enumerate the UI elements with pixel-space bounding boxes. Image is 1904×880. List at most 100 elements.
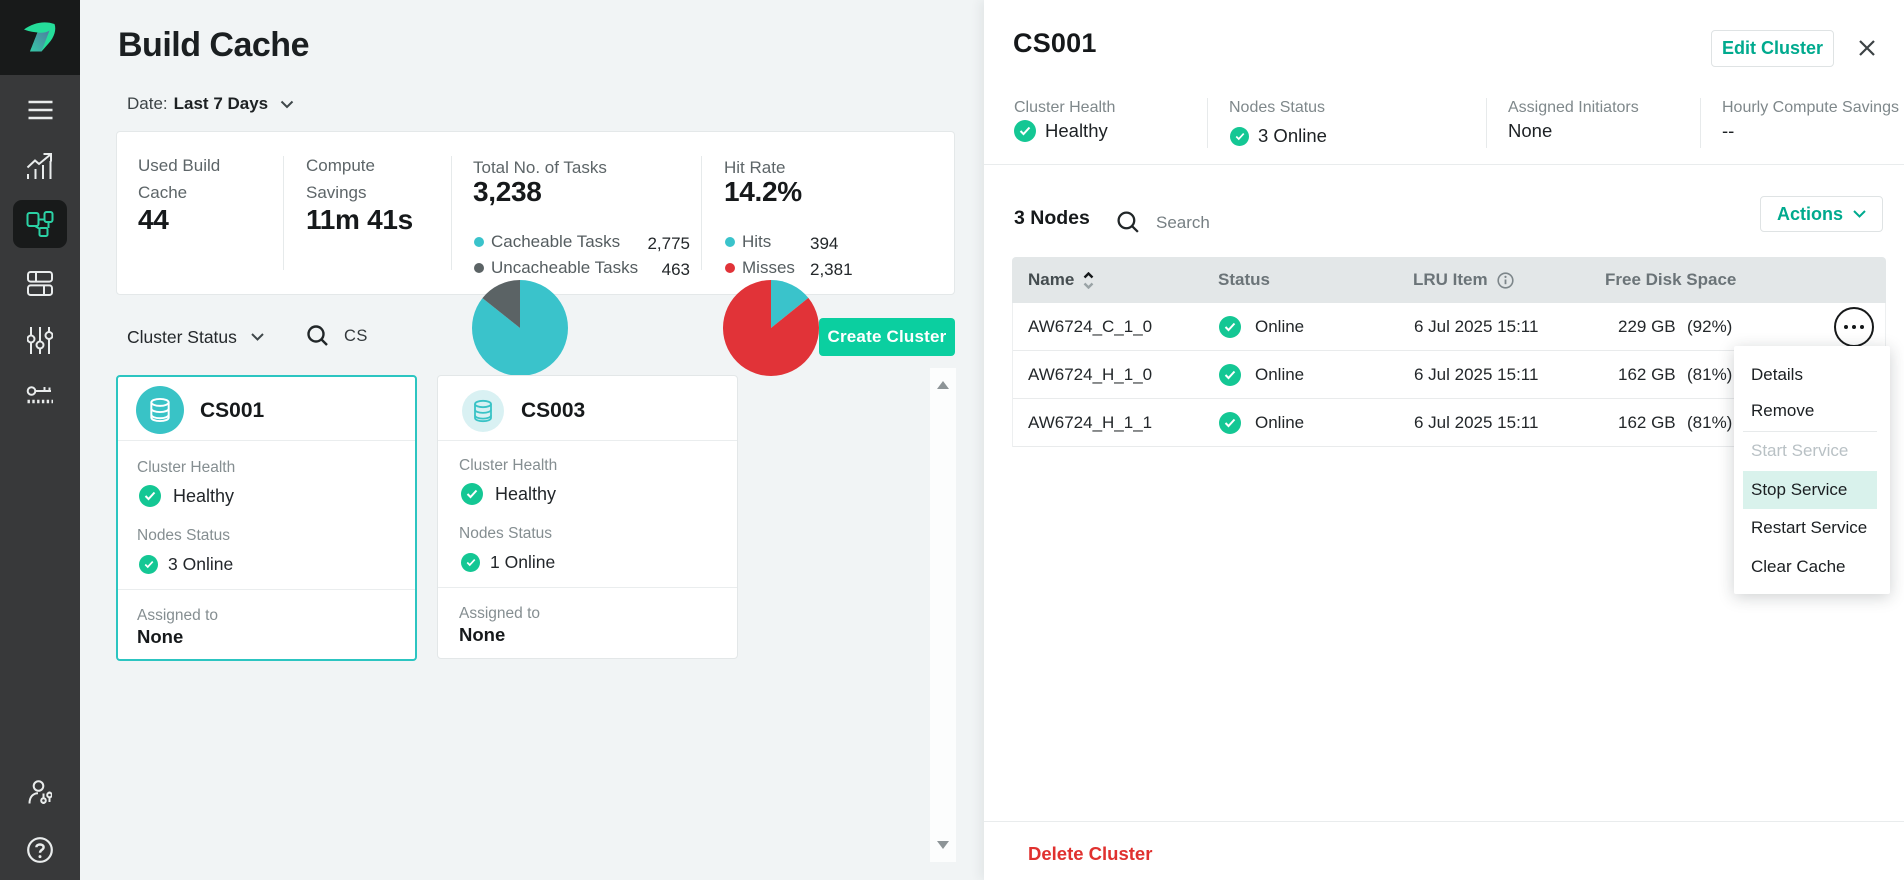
search-placeholder: Search [1156, 212, 1210, 232]
search-icon [307, 325, 328, 346]
cluster-status-label: Cluster Status [127, 326, 237, 347]
panel-nodes-status-label: Nodes Status [1229, 99, 1326, 116]
cluster-detail-panel: CS001 Edit Cluster Cluster Health Health… [984, 0, 1904, 880]
cluster-card-cs001[interactable]: CS001 Cluster Health Healthy Nodes Statu… [116, 375, 417, 661]
check-icon [1219, 364, 1241, 386]
analytics-icon[interactable] [0, 152, 80, 180]
layout-icon[interactable] [0, 270, 80, 296]
nodes-status-label: Nodes Status [459, 525, 553, 542]
hits-value: 394 [810, 234, 839, 253]
date-filter[interactable]: Date: Last 7 Days [127, 92, 294, 116]
divider [438, 440, 737, 441]
scroll-up-icon[interactable] [937, 381, 949, 389]
search-icon [1117, 211, 1139, 233]
node-disk: 162 GB [1618, 365, 1676, 384]
key-icon[interactable] [0, 384, 80, 406]
cluster-card-cs003[interactable]: CS003 Cluster Health Healthy Nodes Statu… [437, 375, 738, 659]
search-input-value[interactable]: CS [344, 326, 368, 345]
help-icon[interactable] [0, 836, 80, 864]
check-icon [1219, 412, 1241, 434]
nodes-status-value: 3 Online [139, 554, 233, 575]
divider [451, 156, 452, 270]
dot [1844, 325, 1848, 329]
assigned-to-label: Assigned to [137, 607, 218, 624]
row-actions-button[interactable] [1834, 307, 1874, 347]
total-tasks-label: Total No. of Tasks [473, 158, 607, 177]
nodes-count: 3 Nodes [1014, 207, 1090, 229]
used-build-cache-label: Used Build Cache [138, 156, 221, 202]
actions-button[interactable]: Actions [1760, 196, 1883, 232]
tasks-pie-chart [472, 280, 568, 376]
panel-nodes-status-value: 3 Online [1230, 125, 1327, 147]
check-icon [461, 483, 483, 505]
divider [118, 440, 415, 441]
divider [984, 821, 1904, 822]
hits-dot [725, 237, 735, 247]
node-disk-pct: (92%) [1687, 317, 1733, 336]
node-lru: 6 Jul 2025 15:11 [1414, 365, 1539, 384]
node-disk: 162 GB [1618, 413, 1676, 432]
menu-item-clear-cache[interactable]: Clear Cache [1751, 557, 1846, 576]
menu-item-remove[interactable]: Remove [1751, 401, 1815, 420]
legend-hits: Hits [725, 232, 771, 252]
check-icon [461, 553, 480, 572]
info-icon[interactable] [1497, 271, 1514, 289]
divider [1700, 98, 1701, 148]
panel-cluster-health-label: Cluster Health [1014, 99, 1116, 116]
divider [1207, 98, 1208, 148]
divider [1486, 98, 1487, 148]
column-header-status[interactable]: Status [1218, 270, 1270, 289]
question-mark-glyph [35, 843, 45, 853]
logo-block[interactable] [0, 0, 80, 75]
user-permissions-icon[interactable] [0, 778, 80, 806]
hit-rate-pie-chart [723, 280, 819, 376]
panel-assigned-initiators-label: Assigned Initiators [1508, 99, 1639, 116]
table-header: Name Status LRU Item [1012, 257, 1886, 303]
menu-item-stop-service[interactable]: Stop Service [1743, 471, 1877, 509]
table-row[interactable]: AW6724_C_1_0 Online 6 Jul 2025 15:11 229… [1013, 303, 1885, 351]
row-actions-menu: Details Remove Start Service Stop Servic… [1734, 346, 1890, 594]
database-icon [150, 397, 170, 423]
uncacheable-dot [474, 263, 484, 273]
cluster-name: CS001 [200, 399, 265, 422]
node-search[interactable]: Search [1116, 210, 1210, 235]
node-name: AW6724_H_1_0 [1028, 365, 1153, 384]
database-icon [474, 399, 492, 423]
column-header-name[interactable]: Name [1028, 257, 1094, 303]
scrollbar[interactable] [930, 368, 956, 862]
stats-card: Used Build Cache 44 Compute Savings 11m … [116, 131, 955, 295]
sliders-icon[interactable] [0, 326, 80, 354]
column-header-disk[interactable]: Free Disk Space [1605, 270, 1737, 289]
node-lru: 6 Jul 2025 15:11 [1414, 413, 1539, 432]
delete-cluster-button[interactable]: Delete Cluster [1028, 843, 1153, 864]
cacheable-dot [474, 237, 484, 247]
panel-hourly-savings-label: Hourly Compute Savings [1722, 99, 1899, 116]
edit-cluster-button[interactable]: Edit Cluster [1711, 30, 1834, 67]
cluster-health-label: Cluster Health [137, 459, 236, 476]
panel-hourly-savings-value: -- [1722, 120, 1735, 141]
menu-item-start-service[interactable]: Start Service [1751, 441, 1849, 460]
assigned-to-value: None [459, 624, 506, 645]
panel-assigned-initiators-value: None [1508, 120, 1553, 141]
close-icon[interactable] [1858, 39, 1876, 57]
menu-item-restart-service[interactable]: Restart Service [1751, 518, 1868, 537]
check-icon [1014, 120, 1036, 142]
compute-savings-label: Compute Savings [306, 156, 375, 202]
cluster-health-label: Cluster Health [459, 457, 558, 474]
node-name: AW6724_C_1_0 [1028, 317, 1153, 336]
create-cluster-button[interactable]: Create Cluster [819, 318, 955, 356]
legend-misses: Misses [725, 258, 795, 278]
page-title: Build Cache [118, 26, 309, 64]
sidebar [0, 0, 80, 880]
compute-savings-value: 11m 41s [306, 204, 413, 235]
total-tasks-value: 3,238 [473, 176, 542, 207]
menu-item-details[interactable]: Details [1751, 365, 1803, 384]
node-status: Online [1219, 399, 1304, 447]
scroll-down-icon[interactable] [937, 841, 949, 849]
cluster-search[interactable]: CS [306, 324, 368, 348]
cluster-status-dropdown[interactable]: Cluster Status [127, 326, 264, 348]
build-cache-nav-active[interactable] [13, 200, 67, 248]
column-header-lru[interactable]: LRU Item [1413, 257, 1514, 303]
menu-icon[interactable] [0, 98, 80, 122]
